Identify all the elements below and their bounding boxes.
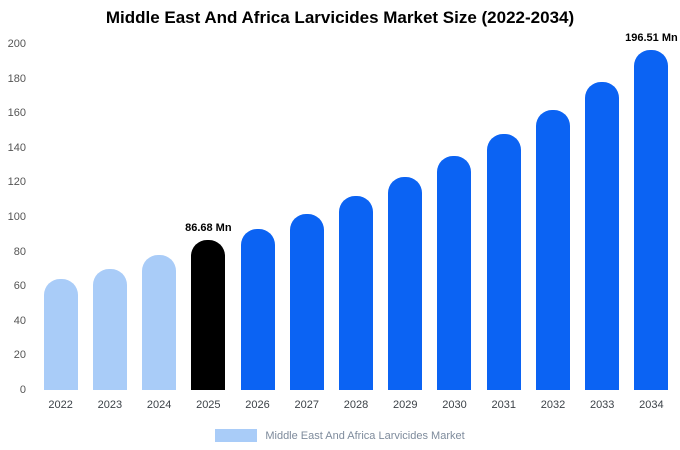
bar-2032 xyxy=(535,109,570,390)
x-tick-label: 2032 xyxy=(540,399,566,411)
bar-2022 xyxy=(43,279,78,390)
x-tick-label: 2034 xyxy=(639,399,664,411)
legend-label: Middle East And Africa Larvicides Market xyxy=(265,429,465,442)
y-tick-label: 180 xyxy=(7,72,26,85)
bar-2030 xyxy=(437,156,472,390)
bar-column: 2022 xyxy=(36,44,85,411)
bar-2029 xyxy=(388,177,423,390)
x-tick-label: 2028 xyxy=(343,399,369,411)
bar-2023 xyxy=(92,268,127,390)
bar-column: 2031 xyxy=(479,44,528,411)
y-tick-label: 200 xyxy=(7,38,26,50)
bar-column: 2026 xyxy=(233,44,282,411)
bar-column: 2024 xyxy=(134,44,183,411)
bar-2027 xyxy=(289,213,324,390)
bar-2033 xyxy=(585,82,620,390)
bar-2028 xyxy=(339,196,374,390)
bar-column: 2032 xyxy=(528,44,577,411)
x-tick-label: 2031 xyxy=(491,399,516,411)
y-tick-label: 80 xyxy=(13,245,26,258)
x-tick-label: 2025 xyxy=(196,399,221,411)
legend-swatch xyxy=(215,429,258,442)
bar-column: 2029 xyxy=(381,44,430,411)
value-label-2034: 196.51 Mn xyxy=(625,32,678,45)
y-tick-label: 20 xyxy=(13,349,26,362)
bar-column: 2033 xyxy=(578,44,627,411)
bar-column: 2027 xyxy=(282,44,331,411)
plot-area: 2022 2023 2024 86.68 Mn 2025 2026 2027 2028 2029… xyxy=(36,32,678,411)
y-tick-label: 60 xyxy=(13,280,26,293)
chart-title: Middle East And Africa Larvicides Market… xyxy=(105,8,575,27)
x-tick-label: 2029 xyxy=(393,399,418,411)
y-tick-label: 40 xyxy=(13,314,26,327)
x-tick-label: 2027 xyxy=(294,399,320,411)
legend: Middle East And Africa Larvicides Market xyxy=(0,429,680,442)
bar-column: 86.68 Mn 2025 xyxy=(184,44,233,411)
bar-2034 xyxy=(634,50,669,390)
bar-2031 xyxy=(486,133,521,390)
bar-column: 2030 xyxy=(430,44,479,411)
value-label-2025: 86.68 Mn xyxy=(185,222,232,235)
x-tick-label: 2022 xyxy=(48,399,73,411)
y-tick-label: 120 xyxy=(7,176,26,189)
x-tick-label: 2026 xyxy=(245,399,270,411)
bar-column: 2028 xyxy=(331,44,380,411)
bar-column: 2023 xyxy=(85,44,134,411)
x-tick-label: 2024 xyxy=(146,399,172,411)
bar-2024 xyxy=(142,255,177,390)
bar-column: 196.51 Mn 2034 xyxy=(625,32,678,411)
bar-2025 xyxy=(191,240,226,390)
y-tick-label: 100 xyxy=(7,211,26,223)
x-tick-label: 2030 xyxy=(442,399,467,411)
x-tick-label: 2033 xyxy=(589,399,615,411)
y-tick-label: 160 xyxy=(7,107,26,120)
bar-2026 xyxy=(240,229,275,390)
x-tick-label: 2023 xyxy=(97,399,123,411)
y-tick-label: 140 xyxy=(7,141,26,154)
y-axis: 0 20 40 60 80 100 120 140 160 180 200 xyxy=(0,38,30,396)
y-tick-label: 0 xyxy=(19,384,26,396)
